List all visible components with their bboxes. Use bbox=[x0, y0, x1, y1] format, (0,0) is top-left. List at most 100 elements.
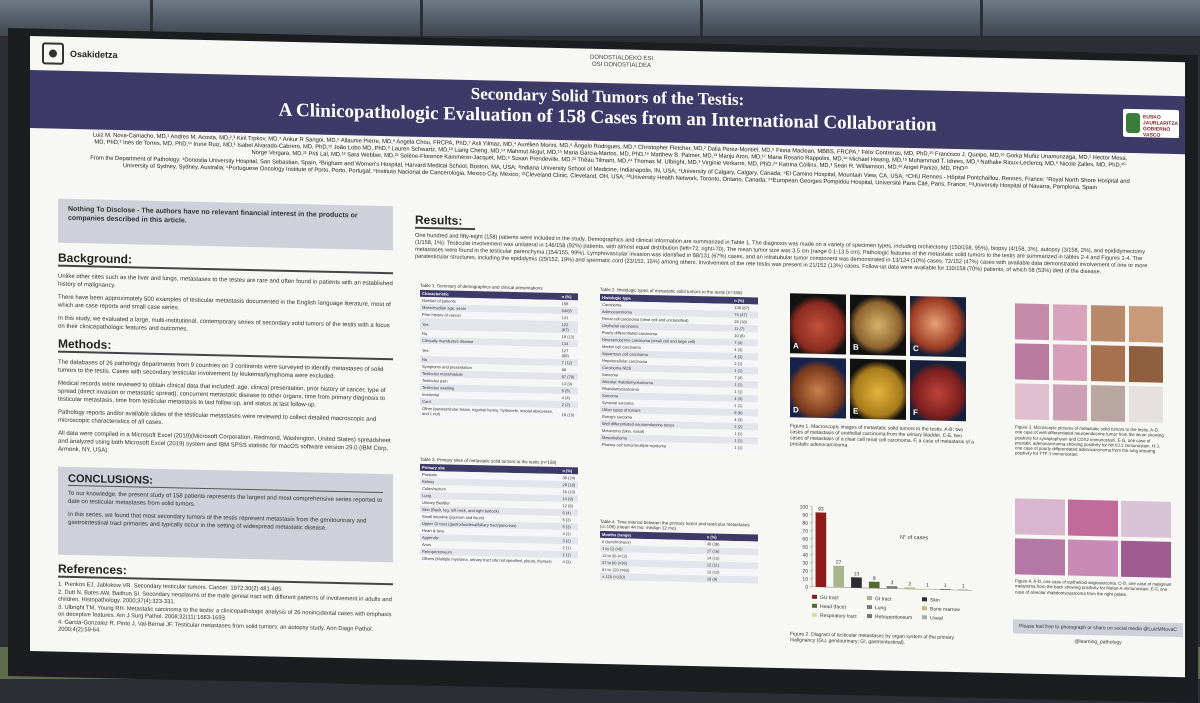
gov-logo-line-2: GOBIERNO VASCO bbox=[1143, 126, 1179, 139]
data-label: 8 bbox=[873, 576, 876, 582]
panel-label: A bbox=[793, 341, 799, 350]
figure-2-caption: Figure 2. Diagram of testicular metastas… bbox=[790, 631, 980, 647]
legend-swatch bbox=[922, 597, 927, 601]
legend-swatch bbox=[867, 596, 872, 600]
table-cell: 122 (87) bbox=[560, 321, 578, 333]
results-heading: Results: bbox=[415, 213, 475, 230]
osakidetza-logo: Osakidetza bbox=[42, 42, 118, 66]
micrograph bbox=[1091, 305, 1125, 342]
center-logo: DONOSTIALDEKO ESI OSI DONOSTIALDEA bbox=[590, 55, 653, 70]
bar-bone-marrow bbox=[904, 587, 915, 589]
background-text: Unlike other sites such as the liver and… bbox=[58, 273, 393, 344]
table-cell: 18 (16) bbox=[560, 408, 578, 420]
y-tick-label: 10 bbox=[802, 577, 808, 583]
table-cell: 10 (9) bbox=[705, 575, 758, 583]
conclusions-paragraph: To our knowledge, the present study of 1… bbox=[68, 490, 383, 513]
center-logo-line-2: OSI DONOSTIALDEA bbox=[590, 62, 653, 70]
micrograph bbox=[1091, 385, 1125, 422]
figure-4-caption: Figure 4. A-D, one case of epithelioid a… bbox=[1015, 578, 1175, 598]
y-tick-label: 40 bbox=[802, 553, 808, 559]
figure-1-caption: Figure 1. Macroscopic images of metastat… bbox=[790, 423, 975, 451]
legend-swatch bbox=[867, 614, 872, 618]
micrograph bbox=[1068, 540, 1118, 577]
references-heading: References: bbox=[58, 562, 393, 586]
micrograph bbox=[1129, 346, 1163, 383]
legend-label: Bone marrow bbox=[930, 606, 960, 613]
legend-label: Skin bbox=[930, 597, 940, 603]
legend-label: GU tract bbox=[820, 595, 839, 601]
panel-label: D bbox=[793, 405, 799, 414]
gross-photo: E bbox=[850, 359, 906, 420]
micrograph bbox=[1015, 383, 1049, 420]
methods-paragraph: All data were compiled in a Microsoft Ex… bbox=[58, 430, 393, 462]
micrograph bbox=[1053, 304, 1087, 341]
micrograph bbox=[1015, 303, 1049, 340]
bar-skin bbox=[851, 577, 862, 588]
y-tick-label: 50 bbox=[802, 545, 808, 551]
background-heading: Background: bbox=[58, 251, 393, 275]
panel-label: C bbox=[913, 344, 919, 353]
background-paragraph: In this study, we evaluated a large, mul… bbox=[58, 315, 393, 339]
conclusions-paragraph: In this series, we found that most secon… bbox=[68, 511, 383, 534]
legend-label: Retroperitoneum bbox=[875, 614, 912, 621]
data-label: 3 bbox=[891, 580, 894, 586]
legend-swatch bbox=[922, 615, 927, 619]
micrograph bbox=[1129, 386, 1163, 423]
table-cell: Other (paratesticular lesion, inguinal h… bbox=[420, 405, 560, 420]
logo-text: Osakidetza bbox=[70, 49, 118, 60]
methods-paragraph: Pathology reports and/or available slide… bbox=[58, 409, 393, 433]
micrograph bbox=[1015, 498, 1065, 535]
crest-icon bbox=[1126, 113, 1140, 133]
legend-swatch bbox=[812, 595, 817, 599]
y-tick-label: 100 bbox=[800, 504, 809, 510]
bar-lung bbox=[887, 586, 898, 589]
table-cell: 1 (1) bbox=[732, 444, 758, 452]
data-label: 2 bbox=[908, 581, 911, 587]
data-label: 1 bbox=[926, 583, 929, 589]
results-text: One hundred and fifty-eight (158) patien… bbox=[415, 233, 1150, 278]
table-3: Table 3. Primary sites of metastatic sol… bbox=[420, 457, 578, 566]
gross-photo: C bbox=[910, 296, 966, 357]
micrograph bbox=[1121, 501, 1171, 538]
background-paragraph: Unlike other sites such as the liver and… bbox=[58, 273, 393, 297]
legend-label: Uveal bbox=[930, 615, 943, 621]
gross-photo: A bbox=[790, 293, 846, 354]
poster: Osakidetza DONOSTIALDEKO ESI OSI DONOSTI… bbox=[30, 36, 1185, 677]
gov-logo-line-1: EUSKO JAURLARITZA bbox=[1143, 114, 1179, 127]
disclosure-text: Nothing To Disclose - The authors have n… bbox=[68, 205, 383, 230]
figure-3-caption: Figure 3. Microscopic pictures of metast… bbox=[1015, 424, 1165, 459]
micrograph bbox=[1015, 343, 1049, 380]
micrograph bbox=[1053, 384, 1087, 421]
table-4: Table 4. Time interval between the prima… bbox=[600, 519, 758, 584]
y-tick-label: 70 bbox=[802, 529, 808, 535]
legend-label: Head (face) bbox=[820, 604, 846, 611]
micrograph bbox=[1091, 345, 1125, 382]
bar-head-face- bbox=[869, 582, 880, 589]
y-tick-label: 60 bbox=[802, 537, 808, 543]
gross-photo: B bbox=[850, 295, 906, 356]
legend-swatch bbox=[922, 606, 927, 610]
conclusions-box: CONCLUSIONS: To our knowledge, the prese… bbox=[58, 467, 393, 563]
panel-label: F bbox=[913, 408, 918, 417]
table-row: Other (paratesticular lesion, inguinal h… bbox=[420, 405, 578, 421]
exhibit-ceiling bbox=[0, 0, 1200, 36]
table-cell: > 120 (>120) bbox=[600, 573, 705, 582]
background-paragraph: There have been approximately 500 exampl… bbox=[58, 294, 393, 318]
data-label: 1 bbox=[962, 583, 965, 589]
y-tick-label: 90 bbox=[802, 513, 808, 519]
legend-swatch bbox=[867, 605, 872, 609]
legend-label: GI tract bbox=[875, 596, 892, 602]
legend-swatch bbox=[812, 604, 817, 608]
y-tick-label: 80 bbox=[802, 521, 808, 527]
table-2: Table 2. Histologic types of metastatic … bbox=[600, 287, 758, 452]
methods-text: The databases of 26 pathology department… bbox=[58, 359, 393, 467]
data-label: 1 bbox=[944, 583, 947, 589]
y-tick-label: 30 bbox=[802, 561, 808, 567]
data-label: 27 bbox=[836, 560, 842, 566]
methods-paragraph: The databases of 26 pathology department… bbox=[58, 359, 393, 383]
gross-photo: D bbox=[790, 357, 846, 418]
osakidetza-logo-icon bbox=[42, 42, 64, 64]
panel-label: B bbox=[853, 343, 859, 352]
